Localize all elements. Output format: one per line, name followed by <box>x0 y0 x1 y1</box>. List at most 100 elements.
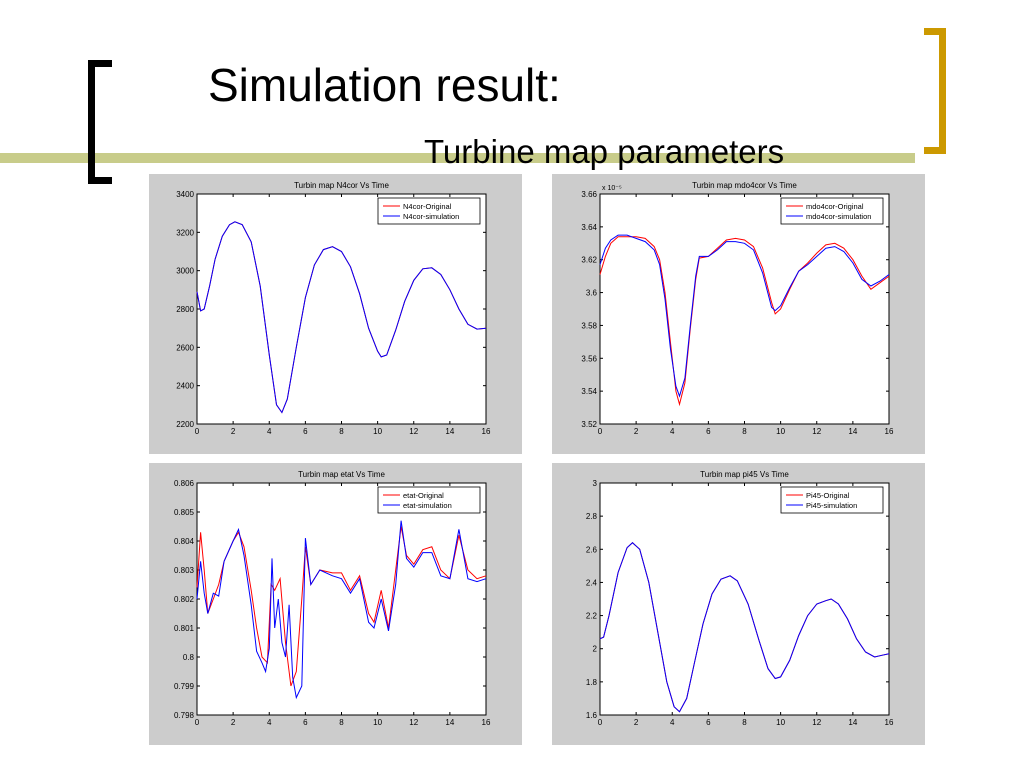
x-tick-label: 8 <box>339 718 344 727</box>
x-tick-label: 16 <box>482 718 491 727</box>
x-tick-label: 16 <box>885 718 894 727</box>
y-tick-label: 2400 <box>176 382 194 391</box>
chart-panel-pi45: Turbin map pi45 Vs Time 0 2 4 6 8 10 12 14 16 1.6 1… <box>552 463 925 745</box>
x-tick-label: 4 <box>670 718 675 727</box>
y-tick-label: 0.805 <box>174 508 195 517</box>
slide-subtitle: Turbine map parameters <box>424 133 785 170</box>
x-tick-label: 4 <box>670 427 675 436</box>
y-tick-label: 1.6 <box>586 711 598 720</box>
x-tick-label: 14 <box>848 427 857 436</box>
legend-label: N4cor-simulation <box>403 212 459 221</box>
x-tick-label: 2 <box>231 427 236 436</box>
plot-area <box>196 482 487 716</box>
y-tick-label: 3000 <box>176 267 194 276</box>
chart-title: Turbin map etat Vs Time <box>298 470 385 479</box>
x-tick-label: 14 <box>848 718 857 727</box>
legend-box <box>377 197 481 225</box>
y-tick-label: 2.4 <box>586 578 598 587</box>
series-line-simulation <box>599 542 890 713</box>
series-line-simulation <box>599 234 890 398</box>
x-tick-label: 12 <box>812 718 821 727</box>
y-tick-label: 0.801 <box>174 624 195 633</box>
y-tick-label: 0.803 <box>174 566 195 575</box>
y-tick-label: 2200 <box>176 420 194 429</box>
x-tick-label: 12 <box>409 427 418 436</box>
y-tick-label: 3 <box>593 479 598 488</box>
y-tick-label: 2800 <box>176 305 194 314</box>
chart-panel-mdo4cor: Turbin map mdo4cor Vs Time x 10⁻⁵ 0 2 4 6 8 10 1… <box>552 174 925 454</box>
y-tick-label: 2.2 <box>586 612 598 621</box>
series-line-original <box>599 236 890 407</box>
x-tick-label: 8 <box>339 427 344 436</box>
chart-svg: Turbin map etat Vs Time 0 2 4 6 8 10 12 14 16 0.79… <box>174 470 491 727</box>
x-tick-label: 0 <box>598 427 603 436</box>
y-tick-label: 0.798 <box>174 711 195 720</box>
y-tick-label: 0.8 <box>183 653 195 662</box>
plot-area <box>196 193 487 425</box>
x-tick-label: 14 <box>445 427 454 436</box>
x-tick-label: 0 <box>195 718 200 727</box>
chart-svg: Turbin map mdo4cor Vs Time x 10⁻⁵ 0 2 4 6 8 10 1… <box>581 181 894 436</box>
y-multiplier-label: x 10⁻⁵ <box>602 185 622 192</box>
y-tick-label: 0.806 <box>174 479 195 488</box>
y-tick-label: 3.6 <box>586 289 598 298</box>
x-tick-label: 10 <box>776 427 785 436</box>
chart-title: Turbin map pi45 Vs Time <box>700 470 789 479</box>
y-tick-label: 3.52 <box>581 420 597 429</box>
y-tick-label: 3.64 <box>581 223 597 232</box>
chart-panel-n4cor: Turbin map N4cor Vs Time 0 2 4 6 8 10 12 14 16 220… <box>149 174 522 454</box>
y-tick-label: 3.54 <box>581 387 597 396</box>
y-tick-label: 3.62 <box>581 256 597 265</box>
chart-svg: Turbin map pi45 Vs Time 0 2 4 6 8 10 12 14 16 1.6 1… <box>586 470 894 727</box>
x-tick-label: 10 <box>373 718 382 727</box>
legend-box <box>780 197 884 225</box>
x-tick-label: 16 <box>482 427 491 436</box>
x-tick-label: 12 <box>812 427 821 436</box>
plot-area <box>599 193 890 425</box>
y-tick-label: 3400 <box>176 190 194 199</box>
right-bracket-icon <box>924 28 946 154</box>
y-tick-label: 3.66 <box>581 190 597 199</box>
legend-label: Pi45-simulation <box>806 501 857 510</box>
y-tick-label: 3.58 <box>581 321 597 330</box>
chart-title: Turbin map N4cor Vs Time <box>294 181 389 190</box>
x-tick-label: 4 <box>267 427 272 436</box>
x-tick-label: 4 <box>267 718 272 727</box>
x-tick-label: 2 <box>231 718 236 727</box>
x-tick-label: 8 <box>742 427 747 436</box>
chart-title: Turbin map mdo4cor Vs Time <box>692 181 797 190</box>
x-tick-label: 14 <box>445 718 454 727</box>
legend-label: etat-simulation <box>403 501 452 510</box>
x-tick-label: 2 <box>634 427 639 436</box>
plot-area <box>599 482 890 716</box>
y-tick-label: 0.799 <box>174 682 195 691</box>
legend-label: etat-Original <box>403 491 444 500</box>
series-line-simulation <box>196 520 487 700</box>
x-tick-label: 12 <box>409 718 418 727</box>
chart-panel-etat: Turbin map etat Vs Time 0 2 4 6 8 10 12 14 16 0.79… <box>149 463 522 745</box>
accent-bar <box>0 153 915 163</box>
y-tick-label: 2 <box>593 645 598 654</box>
x-tick-label: 6 <box>303 718 308 727</box>
x-tick-label: 6 <box>706 427 711 436</box>
x-tick-label: 6 <box>303 427 308 436</box>
y-tick-label: 1.8 <box>586 678 598 687</box>
x-tick-label: 10 <box>776 718 785 727</box>
legend-box <box>377 486 481 514</box>
legend-box <box>780 486 884 514</box>
y-tick-label: 0.804 <box>174 537 195 546</box>
legend-label: mdo4cor-simulation <box>806 212 871 221</box>
y-tick-label: 2600 <box>176 343 194 352</box>
left-bracket-icon <box>88 60 112 184</box>
y-tick-label: 3.56 <box>581 354 597 363</box>
x-tick-label: 16 <box>885 427 894 436</box>
x-tick-label: 10 <box>373 427 382 436</box>
x-tick-label: 0 <box>598 718 603 727</box>
x-tick-label: 2 <box>634 718 639 727</box>
x-tick-label: 8 <box>742 718 747 727</box>
chart-svg: Turbin map N4cor Vs Time 0 2 4 6 8 10 12 14 16 220… <box>176 181 491 436</box>
y-tick-label: 2.6 <box>586 545 598 554</box>
legend-label: Pi45-Original <box>806 491 850 500</box>
y-tick-label: 0.802 <box>174 595 195 604</box>
x-tick-label: 0 <box>195 427 200 436</box>
